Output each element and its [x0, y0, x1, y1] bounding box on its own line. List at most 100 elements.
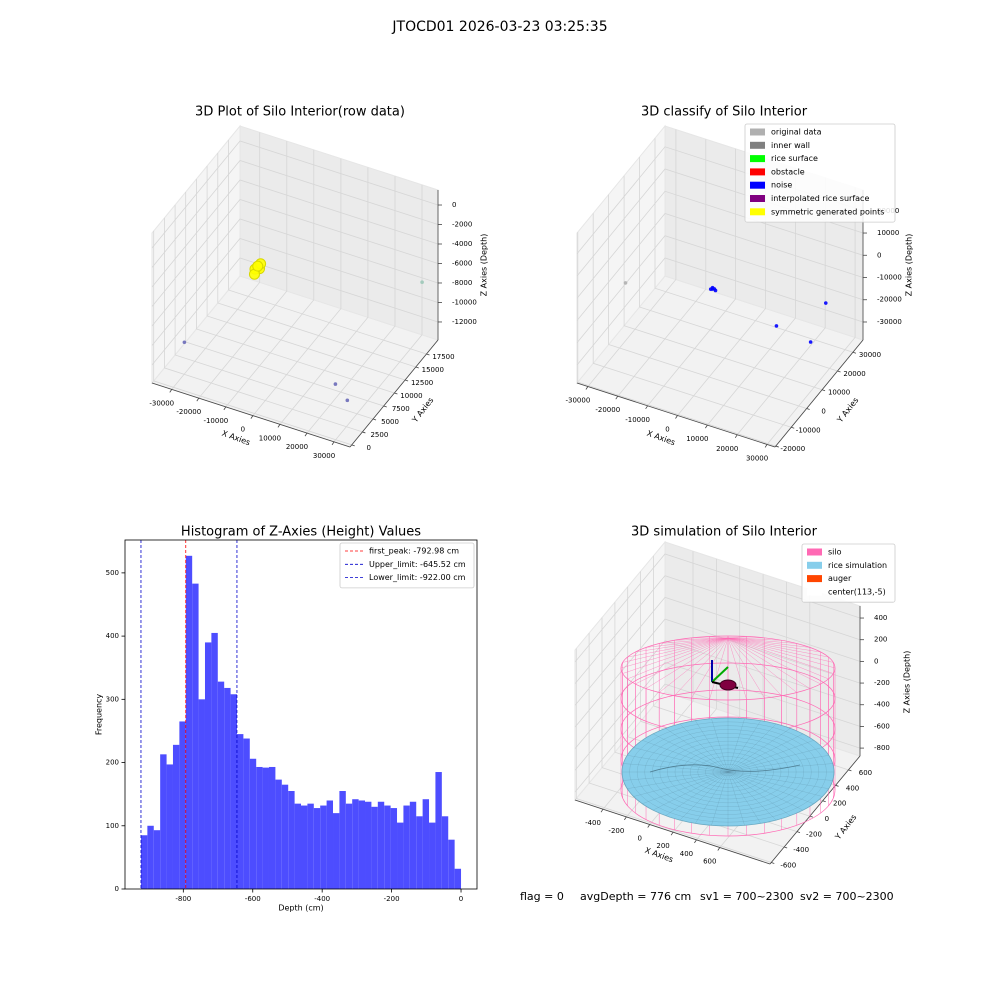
z-tick-label: -600 — [874, 722, 890, 730]
rice-mesh — [727, 755, 829, 773]
silo-spoke — [727, 637, 829, 680]
x-tick-label: 30000 — [746, 454, 768, 462]
point — [713, 288, 718, 293]
grid-line — [217, 153, 416, 368]
z-tick-label: -6000 — [452, 259, 472, 267]
bar — [377, 801, 385, 889]
bar — [429, 822, 436, 889]
legend-label: auger — [828, 574, 852, 583]
bar — [403, 805, 410, 889]
rice-mesh — [727, 771, 777, 821]
x-tick-label: 10000 — [686, 435, 708, 443]
bar — [192, 583, 199, 889]
x-tick-label: -20000 — [176, 408, 201, 416]
z-axis-label: Z Axies (Depth) — [905, 234, 914, 297]
rice-mesh — [695, 720, 729, 773]
x-tick-label: 600 — [703, 858, 716, 866]
chart-title: Histogram of Z-Axies (Height) Values — [181, 525, 421, 540]
x-tick — [734, 434, 738, 439]
grid-line — [151, 218, 439, 327]
bar — [326, 800, 334, 889]
bar — [435, 772, 442, 889]
grid-line — [225, 149, 315, 408]
grid-line — [306, 176, 396, 434]
bar — [358, 800, 366, 889]
bar — [454, 868, 462, 889]
grid-line — [171, 132, 261, 390]
legend-label: inner wall — [771, 141, 810, 150]
legend-label: rice simulation — [828, 561, 887, 570]
z-tick-label: -400 — [874, 701, 890, 709]
silo-spoke — [727, 637, 797, 644]
bar — [339, 791, 346, 889]
rice-mesh — [627, 755, 729, 773]
y-tick — [837, 370, 841, 373]
x-tick — [717, 847, 721, 851]
rice-mesh — [727, 747, 823, 773]
silo-spoke — [622, 637, 729, 674]
y-tick-label: 7500 — [392, 405, 410, 413]
grid-line — [574, 553, 861, 663]
point — [808, 340, 813, 344]
bar — [352, 799, 359, 889]
silo-spoke — [709, 637, 729, 700]
y-tick — [394, 392, 398, 395]
rice-mesh — [665, 728, 729, 773]
grid-line — [574, 618, 861, 728]
bar — [365, 801, 372, 889]
bar — [281, 784, 289, 889]
z-axis-label: Z Axies (Depth) — [480, 234, 489, 297]
grid-line — [574, 575, 861, 684]
legend-box — [339, 542, 475, 589]
chart-title: 3D Plot of Silo Interior(row data) — [195, 105, 405, 120]
y-axis-label: Frequency — [95, 694, 104, 736]
rice-ridge — [649, 764, 801, 773]
y-tick-label: 5000 — [381, 418, 399, 426]
silo-spoke — [727, 637, 810, 648]
silo-spoke — [727, 637, 821, 685]
x-tick — [223, 406, 227, 411]
x-tick-label: 200 — [656, 842, 669, 850]
rice-mesh — [711, 771, 729, 826]
y-tick-label: 300 — [106, 695, 119, 703]
legend-patch — [750, 195, 765, 202]
rice-mesh — [627, 771, 729, 789]
legend-label: silo — [828, 548, 842, 557]
bar — [262, 767, 269, 889]
y-tick — [822, 800, 826, 803]
legend-patch — [750, 181, 765, 189]
rice-mesh — [727, 771, 791, 816]
y-tick — [415, 366, 419, 369]
silo-spoke — [727, 637, 829, 658]
rice-mesh — [727, 720, 761, 773]
auger-body — [719, 679, 737, 691]
grid-line — [151, 238, 439, 346]
bar — [179, 721, 186, 889]
grid-line — [576, 235, 864, 343]
x-tick-label: 10000 — [259, 434, 281, 442]
y-axis-line — [349, 339, 439, 448]
grid-line — [333, 184, 423, 443]
y-tick — [372, 418, 377, 421]
x-tick-label: 0 — [459, 895, 463, 903]
grid-line — [151, 257, 439, 366]
grid-line — [151, 199, 439, 307]
point — [710, 285, 715, 290]
legend-label: first_peak: -792.98 cm — [369, 547, 459, 556]
y-tick-label: 600 — [859, 769, 872, 777]
point — [420, 280, 424, 284]
grid-line — [279, 167, 369, 425]
silo-spoke — [635, 637, 729, 685]
bar — [333, 813, 340, 889]
y-tick — [809, 815, 813, 818]
rice-mesh — [727, 771, 761, 824]
grid-line — [576, 257, 864, 366]
pane-left — [574, 540, 666, 802]
rice-mesh — [727, 723, 777, 773]
x-axis-line — [151, 382, 351, 448]
x-tick-label: 0 — [637, 835, 641, 843]
y-tick-label: -10000 — [796, 426, 821, 434]
rice-mesh — [633, 747, 729, 773]
x-tick — [585, 386, 589, 390]
status-flag: flag = 0 — [520, 890, 564, 903]
